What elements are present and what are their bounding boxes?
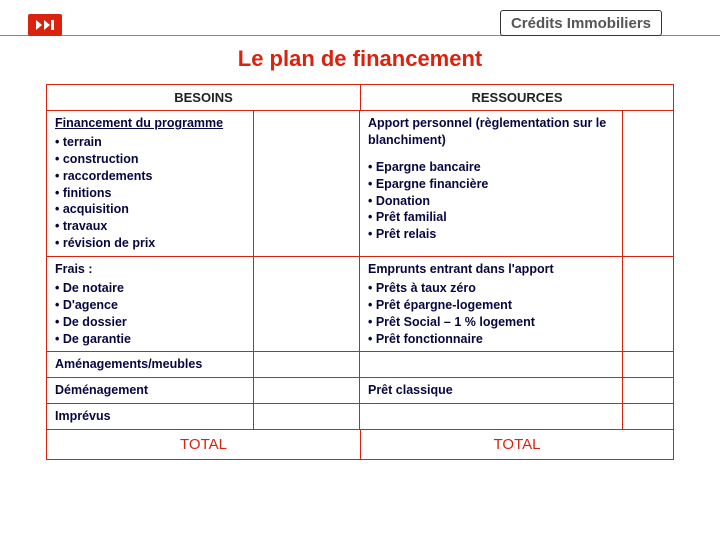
right-list: Epargne bancaire Epargne financière Dona… — [368, 159, 614, 243]
list-item: finitions — [55, 185, 245, 202]
cell-right — [360, 404, 623, 429]
list-item: D'agence — [55, 297, 245, 314]
list-item: Prêts à taux zéro — [368, 280, 614, 297]
list-item: Prêt relais — [368, 226, 614, 243]
cell-right-amount — [623, 404, 673, 429]
head-right: RESSOURCES — [360, 85, 673, 110]
left-title: Financement du programme — [55, 116, 223, 130]
total-left: TOTAL — [47, 430, 360, 459]
list-item: travaux — [55, 218, 245, 235]
cell-right-amount — [623, 111, 673, 256]
header-bar: Crédits Immobiliers — [0, 0, 720, 36]
cell-right: Apport personnel (règlementation sur le … — [360, 111, 623, 256]
cell-left-amount — [254, 257, 360, 351]
list-item: Prêt familial — [368, 209, 614, 226]
list-item: Donation — [368, 193, 614, 210]
head-left: BESOINS — [47, 85, 360, 110]
list-item: révision de prix — [55, 235, 245, 252]
list-item: Prêt épargne-logement — [368, 297, 614, 314]
list-item: De dossier — [55, 314, 245, 331]
cell-right: Emprunts entrant dans l'apport Prêts à t… — [360, 257, 623, 351]
right-list: Prêts à taux zéro Prêt épargne-logement … — [368, 280, 614, 348]
list-item: acquisition — [55, 201, 245, 218]
cell-right-amount — [623, 378, 673, 403]
cell-right-amount — [623, 352, 673, 377]
list-item: raccordements — [55, 168, 245, 185]
cell-left: Déménagement — [47, 378, 254, 403]
cell-left: Financement du programme terrain constru… — [47, 111, 254, 256]
list-item: De notaire — [55, 280, 245, 297]
list-item: Prêt fonctionnaire — [368, 331, 614, 348]
list-item: terrain — [55, 134, 245, 151]
table-row: Financement du programme terrain constru… — [47, 111, 673, 257]
header-badge: Crédits Immobiliers — [500, 10, 662, 36]
table-row: Imprévus — [47, 404, 673, 429]
cell-right-amount — [623, 257, 673, 351]
cell-left-amount — [254, 404, 360, 429]
cell-left: Frais : De notaire D'agence De dossier D… — [47, 257, 254, 351]
list-item: Prêt Social – 1 % logement — [368, 314, 614, 331]
left-list: terrain construction raccordements finit… — [55, 134, 245, 252]
cell-right: Prêt classique — [360, 378, 623, 403]
page-title: Le plan de financement — [0, 46, 720, 72]
table-row: Déménagement Prêt classique — [47, 378, 673, 404]
cell-left: Aménagements/meubles — [47, 352, 254, 377]
right-title: Emprunts entrant dans l'apport — [368, 262, 554, 276]
list-item: Epargne bancaire — [368, 159, 614, 176]
cell-left-amount — [254, 378, 360, 403]
totals-row: TOTAL TOTAL — [47, 429, 673, 459]
left-list: De notaire D'agence De dossier De garant… — [55, 280, 245, 348]
list-item: Epargne financière — [368, 176, 614, 193]
cell-left: Imprévus — [47, 404, 254, 429]
list-item: De garantie — [55, 331, 245, 348]
table-row: Aménagements/meubles — [47, 352, 673, 378]
cell-left-amount — [254, 111, 360, 256]
table-row: Frais : De notaire D'agence De dossier D… — [47, 257, 673, 352]
table-head-row: BESOINS RESSOURCES — [47, 85, 673, 111]
plan-table: BESOINS RESSOURCES Financement du progra… — [46, 84, 674, 460]
total-right: TOTAL — [360, 430, 673, 459]
right-title: Apport personnel (règlementation sur le … — [368, 116, 606, 147]
logo-icon — [28, 14, 62, 36]
list-item: construction — [55, 151, 245, 168]
cell-left-amount — [254, 352, 360, 377]
left-title: Frais : — [55, 262, 93, 276]
cell-right — [360, 352, 623, 377]
